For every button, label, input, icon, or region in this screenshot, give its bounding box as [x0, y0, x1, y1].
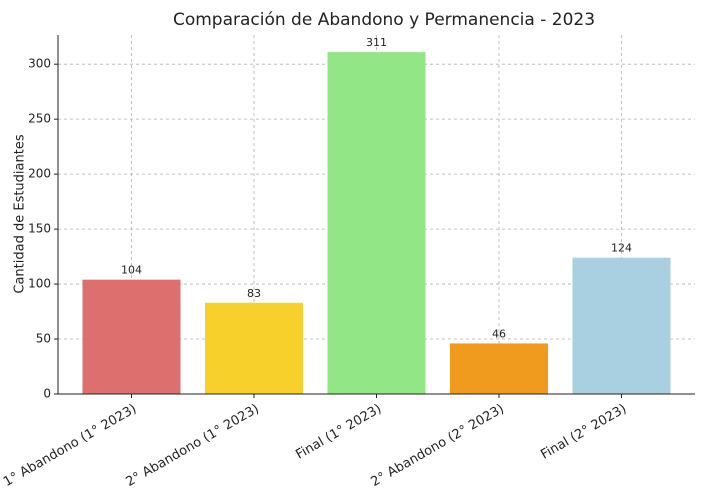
value-label: 46 [492, 327, 506, 340]
bar [205, 302, 303, 394]
y-tick-label: 0 [43, 387, 51, 401]
value-label: 311 [366, 36, 387, 49]
y-tick-label: 150 [28, 222, 51, 236]
x-tick-label: 1° Abandono (1° 2023) [1, 402, 139, 488]
y-axis-label: Cantidad de Estudiantes [13, 134, 28, 293]
y-tick-label: 200 [28, 167, 51, 181]
value-label: 83 [247, 287, 261, 300]
chart-title: Comparación de Abandono y Permanencia - … [173, 10, 595, 30]
bar [82, 279, 181, 394]
y-tick-label: 50 [36, 332, 51, 346]
y-tick-label: 300 [28, 57, 51, 71]
x-tick-label: Final (1° 2023) [293, 402, 384, 463]
bar [327, 52, 426, 394]
value-label: 104 [121, 264, 142, 277]
bar [572, 257, 671, 394]
value-label: 124 [611, 242, 632, 255]
x-tick-label: Final (2° 2023) [538, 402, 629, 463]
y-tick-label: 100 [28, 277, 51, 291]
y-tick-label: 250 [28, 112, 51, 126]
x-tick-label: 2° Abandono (2° 2023) [369, 402, 507, 488]
x-tick-label: 2° Abandono (1° 2023) [124, 402, 262, 488]
bar [450, 343, 548, 394]
